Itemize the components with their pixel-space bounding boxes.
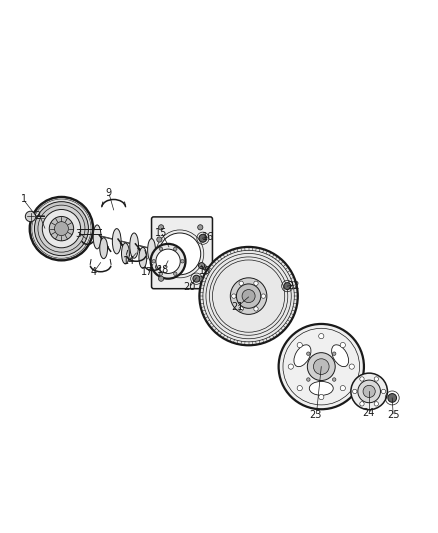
Ellipse shape [130,233,138,258]
Circle shape [297,385,302,391]
Circle shape [25,211,36,222]
Circle shape [157,237,162,242]
Circle shape [319,394,324,400]
Circle shape [319,334,324,339]
Text: 3: 3 [75,229,81,239]
Circle shape [297,342,302,348]
Circle shape [340,385,346,391]
Circle shape [374,402,378,406]
Circle shape [360,402,364,406]
Circle shape [198,276,203,281]
Text: 9: 9 [105,188,111,198]
Text: 16: 16 [202,232,214,242]
Circle shape [254,281,258,286]
Text: 2: 2 [34,212,40,221]
Circle shape [351,373,388,410]
Circle shape [35,201,88,256]
Circle shape [332,352,336,356]
Circle shape [159,276,164,281]
Circle shape [159,247,162,251]
Text: 19: 19 [199,266,211,276]
Circle shape [314,359,329,375]
Text: 23: 23 [309,410,322,421]
Circle shape [230,278,267,314]
Circle shape [198,263,205,269]
Ellipse shape [93,225,101,249]
Circle shape [242,289,255,303]
Ellipse shape [309,382,333,395]
Circle shape [261,294,265,298]
Text: 4: 4 [91,266,97,277]
Text: 22: 22 [288,281,300,291]
Circle shape [340,342,346,348]
Circle shape [38,205,85,252]
Circle shape [30,197,93,261]
Circle shape [349,364,354,369]
Ellipse shape [113,229,121,254]
Circle shape [232,294,236,298]
Circle shape [239,281,244,286]
Circle shape [181,260,184,263]
Circle shape [152,260,155,263]
Circle shape [239,306,244,311]
Text: 20: 20 [183,282,196,292]
Circle shape [353,389,357,393]
Text: 24: 24 [362,408,374,418]
Circle shape [54,222,68,236]
Circle shape [381,389,386,393]
Circle shape [151,244,185,279]
Ellipse shape [139,247,147,268]
Circle shape [284,282,291,289]
Circle shape [200,237,205,242]
Circle shape [332,378,336,381]
Circle shape [358,380,381,403]
Ellipse shape [100,238,108,259]
Circle shape [388,393,396,402]
Text: 25: 25 [387,410,399,421]
Ellipse shape [121,243,129,264]
Text: 15: 15 [155,229,168,238]
Circle shape [363,385,375,398]
Circle shape [173,247,177,251]
Circle shape [201,264,206,270]
Circle shape [199,235,207,242]
Text: 17: 17 [141,266,154,277]
Circle shape [198,225,203,230]
Circle shape [199,247,298,345]
Circle shape [307,353,335,381]
Circle shape [307,378,310,381]
Text: 14: 14 [123,256,135,266]
Circle shape [193,275,200,282]
Circle shape [288,364,293,369]
FancyBboxPatch shape [152,217,212,289]
Text: 1: 1 [21,194,27,204]
Circle shape [42,209,81,248]
Circle shape [49,216,74,241]
Circle shape [156,249,180,273]
Circle shape [159,225,164,230]
Circle shape [159,272,162,276]
Text: 18: 18 [157,264,170,274]
Circle shape [237,284,261,308]
Ellipse shape [332,345,349,367]
Circle shape [173,272,177,276]
Circle shape [374,377,378,381]
Ellipse shape [148,239,155,261]
Circle shape [279,324,364,409]
Circle shape [159,233,201,275]
Text: 21: 21 [232,302,244,312]
Circle shape [254,306,258,311]
Circle shape [360,377,364,381]
Ellipse shape [294,345,311,367]
Circle shape [155,264,161,270]
Circle shape [307,352,310,356]
